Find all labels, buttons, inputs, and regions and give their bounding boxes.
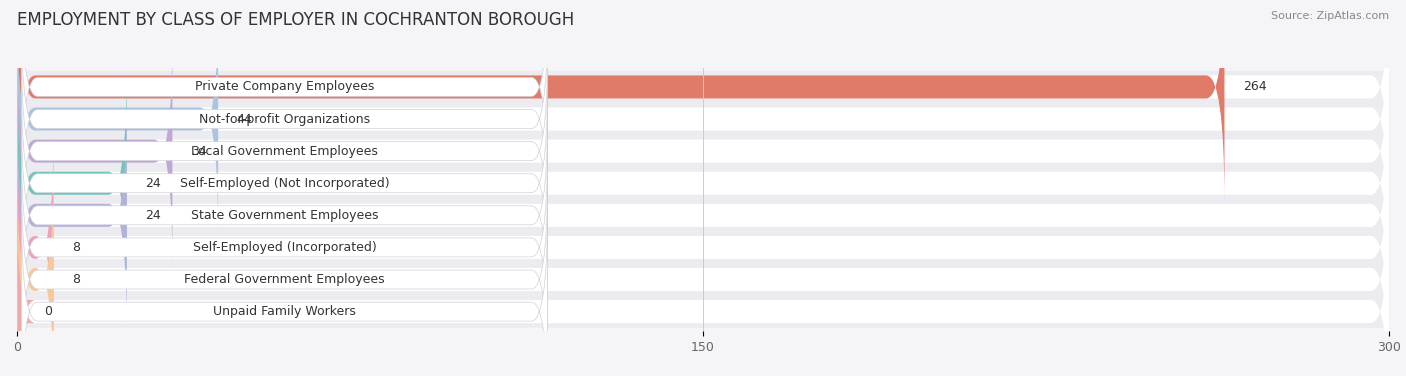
FancyBboxPatch shape <box>17 67 127 300</box>
FancyBboxPatch shape <box>7 195 35 376</box>
FancyBboxPatch shape <box>17 34 173 268</box>
FancyBboxPatch shape <box>17 231 1389 264</box>
FancyBboxPatch shape <box>21 0 547 190</box>
Text: 8: 8 <box>72 241 80 254</box>
FancyBboxPatch shape <box>17 296 1389 327</box>
Text: 24: 24 <box>145 209 160 222</box>
Text: EMPLOYMENT BY CLASS OF EMPLOYER IN COCHRANTON BOROUGH: EMPLOYMENT BY CLASS OF EMPLOYER IN COCHR… <box>17 11 574 29</box>
FancyBboxPatch shape <box>21 48 547 254</box>
FancyBboxPatch shape <box>21 112 547 318</box>
Text: State Government Employees: State Government Employees <box>191 209 378 222</box>
Text: Federal Government Employees: Federal Government Employees <box>184 273 385 286</box>
Text: 24: 24 <box>145 177 160 190</box>
FancyBboxPatch shape <box>21 16 547 222</box>
Text: 8: 8 <box>72 273 80 286</box>
FancyBboxPatch shape <box>17 34 1389 268</box>
FancyBboxPatch shape <box>17 264 1389 296</box>
FancyBboxPatch shape <box>17 99 1389 332</box>
FancyBboxPatch shape <box>17 0 1225 204</box>
Text: 264: 264 <box>1243 80 1267 94</box>
Text: Unpaid Family Workers: Unpaid Family Workers <box>214 305 356 318</box>
FancyBboxPatch shape <box>17 67 1389 300</box>
FancyBboxPatch shape <box>17 103 1389 135</box>
FancyBboxPatch shape <box>21 177 547 376</box>
FancyBboxPatch shape <box>17 2 1389 236</box>
FancyBboxPatch shape <box>17 135 1389 167</box>
Text: Self-Employed (Not Incorporated): Self-Employed (Not Incorporated) <box>180 177 389 190</box>
Text: 34: 34 <box>191 145 207 158</box>
FancyBboxPatch shape <box>17 0 1389 204</box>
FancyBboxPatch shape <box>17 163 1389 376</box>
FancyBboxPatch shape <box>17 130 53 364</box>
Text: Not-for-profit Organizations: Not-for-profit Organizations <box>198 112 370 126</box>
Text: 0: 0 <box>45 305 52 318</box>
FancyBboxPatch shape <box>17 99 127 332</box>
FancyBboxPatch shape <box>21 80 547 286</box>
Text: Local Government Employees: Local Government Employees <box>191 145 378 158</box>
Text: Private Company Employees: Private Company Employees <box>195 80 374 94</box>
FancyBboxPatch shape <box>17 130 1389 364</box>
FancyBboxPatch shape <box>17 195 1389 376</box>
Text: Source: ZipAtlas.com: Source: ZipAtlas.com <box>1271 11 1389 21</box>
FancyBboxPatch shape <box>17 199 1389 231</box>
FancyBboxPatch shape <box>17 2 218 236</box>
FancyBboxPatch shape <box>17 71 1389 103</box>
FancyBboxPatch shape <box>17 163 53 376</box>
Text: Self-Employed (Incorporated): Self-Employed (Incorporated) <box>193 241 377 254</box>
FancyBboxPatch shape <box>17 167 1389 199</box>
FancyBboxPatch shape <box>21 144 547 350</box>
FancyBboxPatch shape <box>21 209 547 376</box>
Text: 44: 44 <box>236 112 252 126</box>
